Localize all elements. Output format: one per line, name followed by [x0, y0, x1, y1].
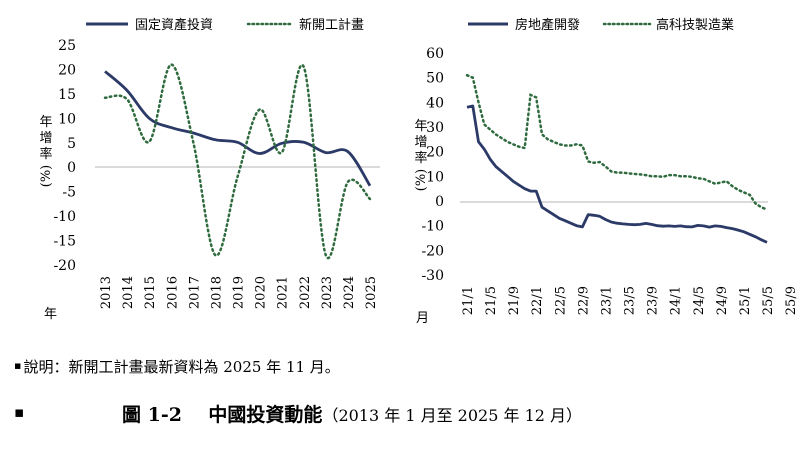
- x-tick-label: 24/1: [669, 286, 684, 315]
- footnote-text: 說明：新開工計畫最新資料為 2025 年 11 月。: [23, 358, 340, 376]
- x-tick-label: 2016: [165, 276, 180, 309]
- chart-right: 房地產開發 高科技製造業 60 50 40 30 20 10 0 -10 -20 -30 年增率 (…: [414, 17, 799, 326]
- y-axis-title-char: 年: [39, 115, 52, 130]
- x-tick-label: 2022: [298, 276, 313, 309]
- y-axis-title-right: 年增率 (%): [414, 119, 429, 191]
- y-tick-label: -10: [421, 219, 444, 235]
- x-tick-label: 2014: [121, 276, 136, 309]
- x-tick-label: 22/5: [553, 286, 568, 315]
- x-tick-label: 23/5: [623, 286, 638, 315]
- footnote: ▪ 說明：新開工計畫最新資料為 2025 年 11 月。: [14, 356, 340, 377]
- y-axis-title-char: 增: [39, 131, 52, 146]
- y-tick-label: 10: [58, 111, 76, 127]
- series-line-real-estate: [466, 104, 768, 244]
- y-tick-label: 60: [426, 46, 444, 62]
- legend-label-new-projects: 新開工計畫: [299, 17, 364, 33]
- series-left: [103, 63, 372, 260]
- x-tick-label: 2024: [342, 276, 357, 309]
- x-tick-label: 25/9: [784, 286, 799, 315]
- y-axis-left: 25 20 15 10 5 0 -5 -10 -15 -20: [53, 38, 76, 274]
- x-axis-title-left: 年: [44, 307, 57, 322]
- x-tick-label: 21/9: [507, 286, 522, 315]
- y-axis-title-char: 年: [414, 119, 427, 134]
- x-tick-label: 2018: [209, 276, 224, 309]
- x-tick-label: 2023: [320, 276, 335, 309]
- caption-label: 圖 1-2: [122, 404, 182, 426]
- footnote-bullet: ▪: [14, 359, 22, 372]
- y-axis-title-left: 年增率 (%): [39, 115, 54, 187]
- x-tick-label: 2019: [232, 276, 247, 309]
- series-line-new-projects: [103, 63, 372, 260]
- x-tick-label: 23/9: [646, 286, 661, 315]
- y-tick-label: 20: [426, 145, 444, 161]
- y-tick-label: -30: [421, 268, 444, 284]
- caption-title: 中國投資動能: [208, 404, 323, 426]
- x-tick-label: 2017: [187, 276, 202, 309]
- x-tick-label: 2013: [99, 276, 114, 309]
- x-tick-label: 21/5: [484, 286, 499, 315]
- x-tick-label: 25/1: [738, 286, 753, 315]
- x-tick-label: 2020: [254, 276, 269, 309]
- x-tick-label: 21/1: [461, 286, 476, 315]
- y-tick-label: 15: [58, 87, 76, 103]
- x-tick-label: 22/1: [530, 286, 545, 315]
- y-tick-label: 0: [435, 194, 444, 210]
- y-tick-label: -10: [53, 209, 76, 225]
- legend-label-hightech: 高科技製造業: [656, 17, 734, 33]
- y-axis-title-unit: (%): [414, 169, 429, 192]
- x-axis-right: 21/1 21/5 21/9 22/1 22/5 22/9 23/1 23/5 23/9 24/1…: [461, 286, 799, 315]
- y-axis-title-char: 率: [414, 150, 427, 166]
- y-tick-label: 10: [426, 169, 444, 185]
- y-tick-label: 30: [426, 120, 444, 136]
- y-tick-label: -20: [53, 258, 76, 274]
- series-line-hightech: [465, 73, 769, 211]
- x-tick-label: 2025: [364, 276, 379, 309]
- x-tick-label: 2015: [143, 276, 158, 309]
- series-right: [465, 73, 769, 244]
- legend-left: 固定資產投資 新開工計畫: [86, 17, 364, 33]
- x-tick-label: 23/1: [599, 286, 614, 315]
- y-axis-title-unit: (%): [39, 165, 54, 188]
- y-tick-label: 25: [58, 38, 76, 54]
- y-tick-label: 5: [67, 136, 76, 152]
- x-tick-label: 24/5: [692, 286, 707, 315]
- y-tick-label: 0: [67, 160, 76, 176]
- y-tick-label: 20: [58, 62, 76, 78]
- y-axis-right: 60 50 40 30 20 10 0 -10 -20 -30: [421, 46, 444, 284]
- x-tick-label: 2021: [276, 276, 291, 309]
- legend-right: 房地產開發 高科技製造業: [468, 17, 734, 33]
- x-tick-label: 24/9: [715, 286, 730, 315]
- caption-period: （2013 年 1 月至 2025 年 12 月）: [322, 406, 583, 425]
- y-axis-title-char: 增: [414, 135, 427, 150]
- figure-caption: 圖 1-2 中國投資動能（2013 年 1 月至 2025 年 12 月）: [122, 400, 582, 427]
- y-tick-label: -5: [62, 185, 76, 201]
- x-axis-title-right: 月: [416, 311, 429, 326]
- series-line-fixed-investment: [104, 70, 372, 187]
- y-tick-label: 40: [426, 95, 444, 111]
- x-tick-label: 22/9: [576, 286, 591, 315]
- x-tick-label: 25/5: [761, 286, 776, 315]
- legend-label-real-estate: 房地產開發: [515, 17, 580, 33]
- y-tick-label: 50: [426, 71, 444, 87]
- caption-bullet: ▪: [14, 403, 25, 421]
- legend-label-fixed-investment: 固定資產投資: [135, 17, 213, 33]
- y-axis-title-char: 率: [39, 146, 52, 162]
- y-tick-label: -20: [421, 243, 444, 259]
- y-tick-label: -15: [53, 234, 76, 250]
- x-axis-left: 2013 2014 2015 2016 2017 2018 2019 2020 2021 2022…: [99, 276, 379, 309]
